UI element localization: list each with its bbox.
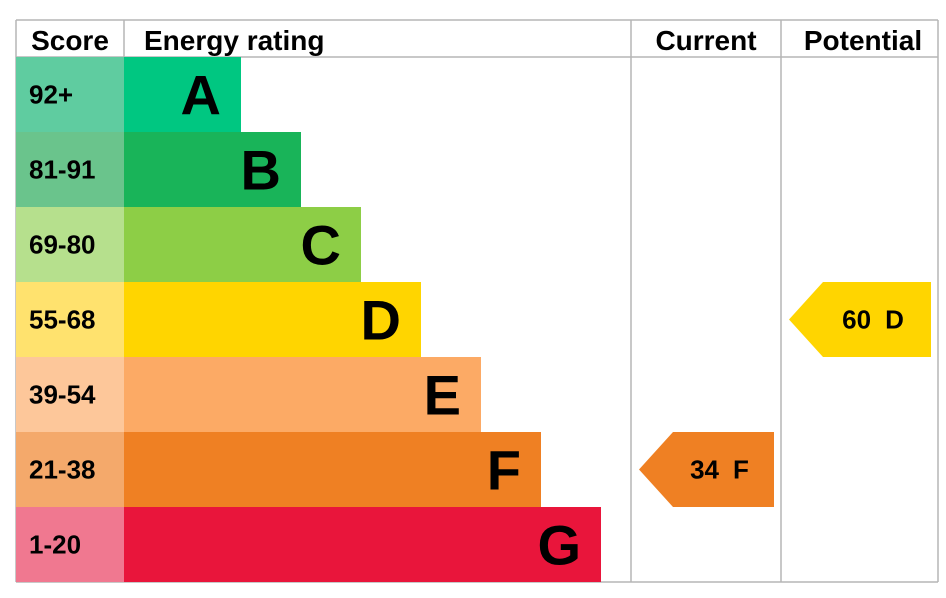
- current-rating-value: 34: [690, 455, 719, 485]
- rating-letter-a: A: [181, 64, 221, 127]
- current-rating-band: F: [733, 455, 749, 485]
- score-cell-f: [16, 432, 124, 507]
- score-cell-g: [16, 507, 124, 582]
- score-range-g: 1-20: [29, 530, 81, 560]
- rating-bands: 92+ A 81-91 B 69-80 C 55-68 D 39-54 E 21-38 F 1-20 G: [16, 57, 601, 582]
- score-range-c: 69-80: [29, 230, 96, 260]
- rating-letter-g: G: [537, 514, 581, 577]
- potential-arrow: [789, 282, 931, 357]
- score-cell-e: [16, 357, 124, 432]
- current-rating-label: 34 F: [690, 455, 749, 485]
- rating-letter-b: B: [241, 139, 281, 202]
- rating-bar-c: [124, 207, 361, 282]
- rating-bar-f: [124, 432, 541, 507]
- rating-arrows: 34 F 60 D: [639, 282, 931, 507]
- potential-rating-band: D: [885, 305, 904, 335]
- score-cell-a: [16, 57, 124, 132]
- score-header: Score: [31, 25, 109, 56]
- current-arrow: [639, 432, 774, 507]
- chart-headers: Score Energy rating Current Potential: [31, 25, 922, 56]
- rating-bar-d: [124, 282, 421, 357]
- score-cell-c: [16, 207, 124, 282]
- score-range-d: 55-68: [29, 305, 96, 335]
- score-cell-d: [16, 282, 124, 357]
- rating-letter-c: C: [301, 214, 341, 277]
- score-cell-b: [16, 132, 124, 207]
- rating-bar-g: [124, 507, 601, 582]
- rating-letter-d: D: [361, 289, 401, 352]
- current-header: Current: [655, 25, 756, 56]
- score-range-b: 81-91: [29, 155, 96, 185]
- rating-letter-e: E: [424, 364, 461, 427]
- potential-rating-label: 60 D: [842, 305, 904, 335]
- score-range-a: 92+: [29, 80, 73, 110]
- rating-bar-a: [124, 57, 241, 132]
- score-range-e: 39-54: [29, 380, 96, 410]
- rating-letter-f: F: [487, 439, 521, 502]
- potential-header: Potential: [804, 25, 922, 56]
- rating-bar-e: [124, 357, 481, 432]
- potential-rating-value: 60: [842, 305, 871, 335]
- energy-rating-header: Energy rating: [144, 25, 324, 56]
- rating-bar-b: [124, 132, 301, 207]
- score-range-f: 21-38: [29, 455, 96, 485]
